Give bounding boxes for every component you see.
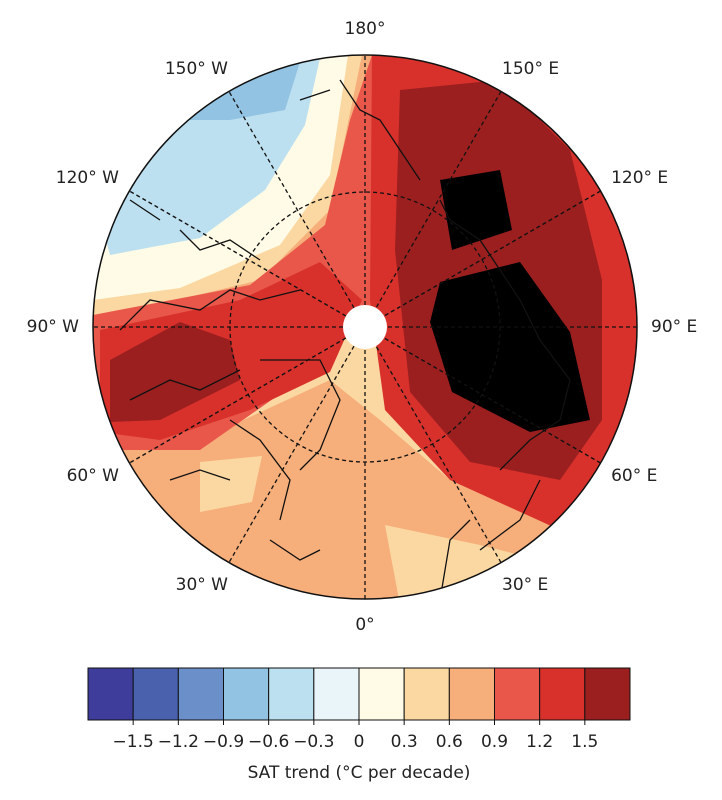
colorbar-tick-label: −0.9 (203, 732, 244, 752)
colorbar-tick-label: −1.2 (158, 732, 199, 752)
colorbar-swatch (539, 667, 586, 721)
field-region (200, 456, 262, 512)
graticule (93, 55, 637, 599)
colorbar-tick-label: −0.6 (248, 732, 289, 752)
longitude-label: 90° E (651, 317, 697, 337)
longitude-label: 60° W (67, 466, 120, 486)
colorbar-label: SAT trend (°C per decade) (248, 763, 471, 783)
field-region (430, 262, 590, 432)
colorbar-swatch (494, 667, 541, 721)
longitude-label: 0° (355, 615, 374, 635)
colorbar-swatch (177, 667, 224, 721)
pole-hole (343, 305, 387, 349)
colorbar-swatch (268, 667, 315, 721)
longitude-label: 180° (345, 19, 386, 39)
colorbar-swatch (448, 667, 496, 721)
colorbar-tick-label: 0.3 (391, 732, 418, 752)
colorbar: −1.5 −1.2 −0.9 −0.6 −0.3 0 0.3 0.6 0.9 1.2 1.5 (87, 667, 631, 752)
coastline (119, 79, 571, 599)
colorbar-tick-label: 1.5 (571, 732, 598, 752)
colorbar-tick-label: −0.3 (293, 732, 334, 752)
colorbar-tick-label: 0 (354, 732, 365, 752)
longitude-label: 30° E (502, 575, 548, 595)
colorbar-swatch (87, 667, 134, 721)
colorbar-tick-label: 0.6 (436, 732, 463, 752)
colorbar-swatch (313, 667, 360, 721)
field-region (110, 322, 240, 422)
field-region (180, 62, 300, 120)
longitude-label: 150° W (165, 59, 228, 79)
longitude-label: 120° W (56, 168, 119, 188)
longitude-labels: 0° 30° E 60° E 90° E 120° E 150° E 180° 150° W 1… (27, 19, 698, 635)
colorbar-tick-label: 0.9 (481, 732, 508, 752)
longitude-label: 30° W (176, 575, 229, 595)
colorbar-tick-label: 1.2 (526, 732, 553, 752)
colorbar-swatch (358, 667, 405, 721)
colorbar-swatch (403, 667, 450, 721)
map-border (92, 54, 638, 600)
longitude-label: 120° E (611, 168, 668, 188)
longitude-label: 150° E (502, 59, 559, 79)
field-region (440, 170, 512, 250)
colorbar-swatch (132, 667, 179, 721)
longitude-label: 60° E (611, 466, 657, 486)
longitude-label: 90° W (27, 317, 80, 337)
colorbar-swatch (223, 667, 270, 721)
colorbar-tick-label: −1.5 (113, 732, 154, 752)
colorbar-swatch (584, 667, 631, 721)
